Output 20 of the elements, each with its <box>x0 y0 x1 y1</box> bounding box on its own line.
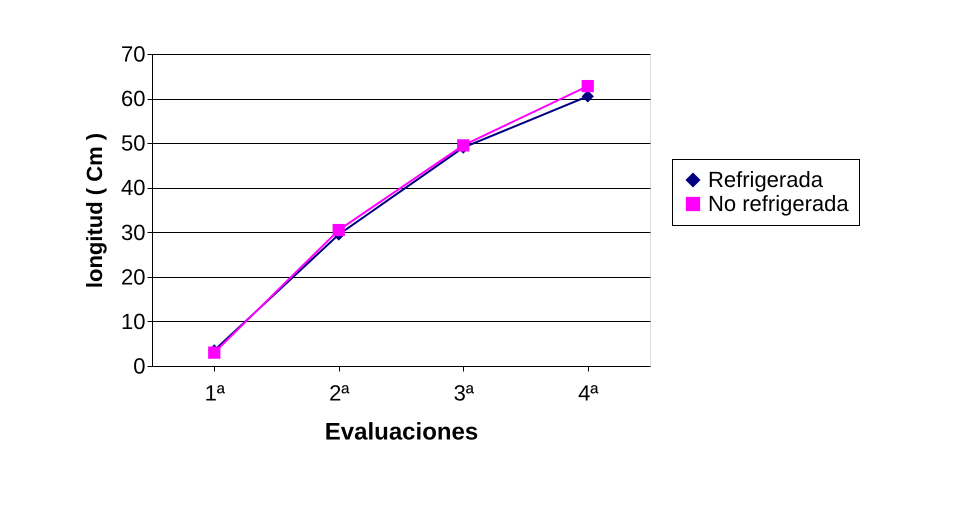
point <box>208 346 220 359</box>
point <box>332 224 345 236</box>
x-axis-title: Evaluaciones <box>324 418 478 446</box>
point <box>582 80 594 92</box>
y-axis-title: longitud ( Cm ) <box>82 132 108 288</box>
x-tick-label: 3ª <box>454 380 475 406</box>
y-tick-label: 30 <box>121 220 146 245</box>
y-tick-label: 0 <box>133 354 146 378</box>
legend-label: No refrigerada <box>708 191 850 216</box>
y-tick-label: 10 <box>121 308 146 334</box>
x-tick-label: 2ª <box>329 380 350 406</box>
y-tick-label: 40 <box>121 175 146 200</box>
x-tick-label: 1ª <box>204 380 226 406</box>
point <box>457 139 470 152</box>
y-tick-label: 70 <box>121 42 146 66</box>
y-tick-label: 60 <box>121 86 146 112</box>
x-tick-label: 4ª <box>578 380 600 406</box>
y-tick-label: 20 <box>121 264 146 290</box>
y-tick-label: 50 <box>121 130 146 156</box>
legend-label: Refrigerada <box>708 167 824 192</box>
